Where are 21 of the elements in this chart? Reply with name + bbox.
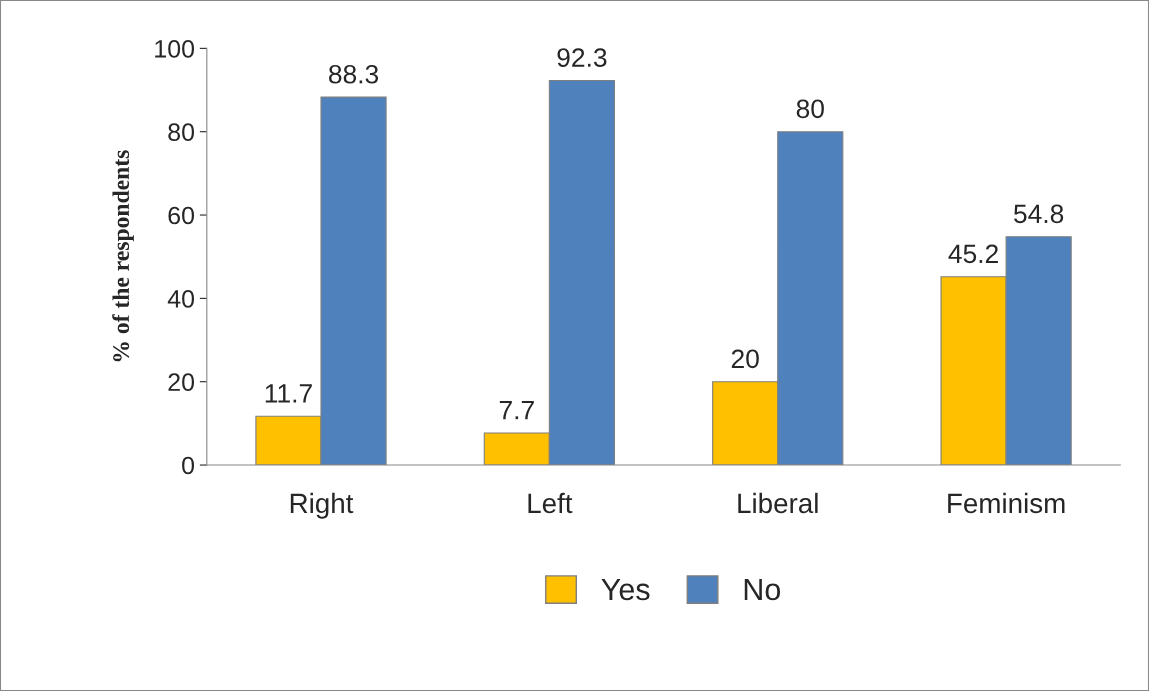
data-label: 45.2 — [948, 244, 998, 264]
y-tick-label: 40 — [167, 289, 195, 308]
legend-label: Yes — [601, 579, 650, 601]
data-label: 92.3 — [557, 48, 607, 67]
data-label: 11.7 — [265, 384, 312, 403]
legend-label: No — [744, 579, 781, 601]
y-tick-label: 100 — [155, 39, 195, 58]
x-tick-label: Liberal — [738, 492, 818, 514]
y-tick-label: 20 — [168, 373, 195, 392]
data-label: 80 — [796, 99, 824, 119]
y-axis-title: % of the respondents — [112, 150, 134, 362]
x-tick-label: Left — [528, 492, 573, 514]
data-label: 7.7 — [499, 401, 534, 420]
data-label: 20 — [731, 349, 759, 369]
x-tick-label: Right — [290, 492, 354, 519]
y-tick-label: 80 — [168, 123, 195, 142]
data-label: 54.8 — [1014, 204, 1064, 224]
data-label: 88.3 — [329, 64, 379, 84]
y-tick-label: 60 — [168, 206, 195, 225]
y-tick-label: 0 — [182, 456, 195, 475]
x-tick-label: Feminism — [948, 492, 1065, 514]
